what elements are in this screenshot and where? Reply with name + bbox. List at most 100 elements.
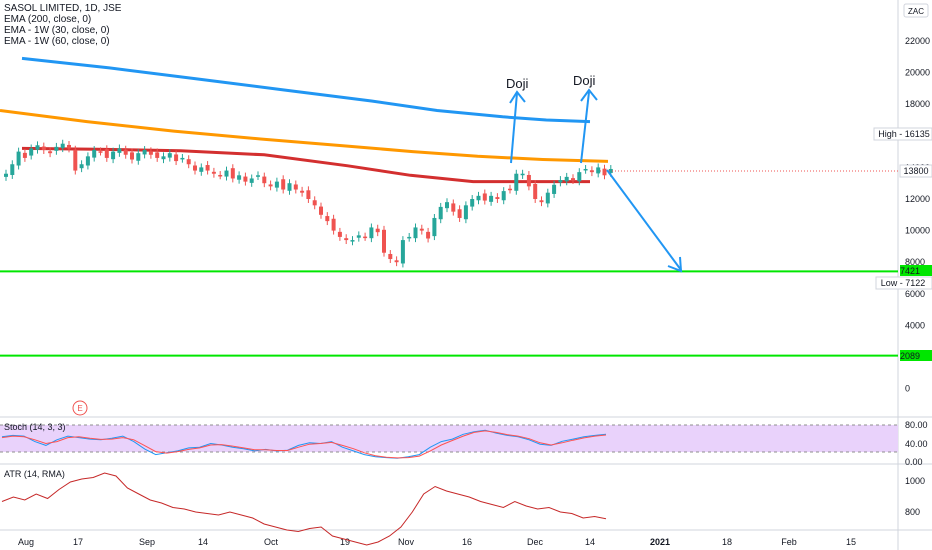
candle-body[interactable] [388,253,393,260]
candle-body[interactable] [117,148,122,153]
candle-body[interactable] [218,174,223,177]
candle-body[interactable] [22,152,27,158]
atr-polyline[interactable] [1,472,607,546]
doji-arrow-1[interactable] [509,90,526,164]
ema-1w-60-line[interactable] [21,56,591,124]
candle-body[interactable] [533,183,538,199]
candle-body[interactable] [495,197,500,199]
candle-body[interactable] [85,156,90,166]
candle-body[interactable] [596,167,601,174]
candle-body[interactable] [224,170,229,177]
candle-body[interactable] [230,168,235,179]
candle-body[interactable] [319,206,323,215]
candle-body[interactable] [155,152,160,158]
candle-body[interactable] [382,229,386,253]
candle-body[interactable] [400,240,405,264]
legend-ema-1w-60[interactable]: EMA - 1W (60, close, 0) [4,36,110,47]
candle-body[interactable] [111,151,116,160]
candle-body[interactable] [545,192,550,204]
candle-body[interactable] [249,178,254,183]
candle-body[interactable] [92,150,97,158]
candle-body[interactable] [136,153,141,161]
candle-body[interactable] [186,159,191,165]
candle-body[interactable] [29,148,34,156]
candle-body[interactable] [539,200,544,203]
candle-body[interactable] [262,176,267,184]
candle-body[interactable] [10,164,15,175]
candle-body[interactable] [432,217,437,237]
candle-body[interactable] [104,149,109,158]
candle-body[interactable] [199,167,204,172]
candle-body[interactable] [438,206,443,220]
candle-body[interactable] [306,190,311,199]
candle-body[interactable] [67,144,71,149]
candle-body[interactable] [300,190,305,193]
atr-line[interactable] [1,472,607,546]
ema-200-line[interactable] [0,109,609,163]
candle-body[interactable] [243,176,248,182]
candle-body[interactable] [350,240,355,242]
legend-ema-1w-30[interactable]: EMA - 1W (30, close, 0) [4,25,110,36]
candle-body[interactable] [142,150,147,155]
candle-body[interactable] [237,175,242,180]
candle-body[interactable] [193,165,197,171]
candle-body[interactable] [167,153,172,158]
candle-body[interactable] [375,228,380,233]
candle-body[interactable] [583,168,588,171]
candle-body[interactable] [344,238,349,241]
candle-body[interactable] [130,152,134,160]
candle-body[interactable] [445,202,449,209]
candle-body[interactable] [211,171,216,174]
candle-body[interactable] [558,180,563,183]
candle-body[interactable] [589,170,594,173]
candle-body[interactable] [419,228,424,231]
candle-body[interactable] [457,209,462,218]
candle-body[interactable] [482,193,487,201]
projection-arrow[interactable] [606,169,683,273]
candle-body[interactable] [608,168,613,173]
candle-body[interactable] [123,149,128,155]
candle-body[interactable] [54,146,59,151]
candle-body[interactable] [41,146,46,151]
candle-body[interactable] [79,164,84,169]
candle-body[interactable] [287,183,292,191]
candle-body[interactable] [564,176,569,182]
candle-body[interactable] [514,173,519,191]
candle-body[interactable] [205,165,210,171]
candle-body[interactable] [148,151,153,155]
candle-body[interactable] [501,191,506,201]
candle-body[interactable] [577,172,582,182]
candle-body[interactable] [508,188,512,191]
doji-arrow-2[interactable] [580,88,598,164]
candle-body[interactable] [369,227,374,239]
legend-ema-200[interactable]: EMA (200, close, 0) [4,14,92,25]
candles[interactable] [4,139,613,268]
candle-body[interactable] [363,236,368,239]
candle-body[interactable] [281,179,286,190]
candle-body[interactable] [407,236,412,239]
candle-body[interactable] [413,227,418,239]
candle-body[interactable] [489,195,494,202]
earnings-marker[interactable] [72,400,88,416]
candle-body[interactable] [98,151,103,153]
candle-body[interactable] [394,260,399,263]
candle-body[interactable] [174,154,179,162]
support-levels[interactable] [0,270,898,357]
candle-body[interactable] [526,174,531,187]
candle-body[interactable] [268,184,273,187]
candle-body[interactable] [571,178,575,181]
candle-body[interactable] [325,216,330,222]
candle-body[interactable] [426,231,431,239]
candle-body[interactable] [331,218,336,231]
stoch-lines[interactable] [1,429,607,459]
candle-body[interactable] [48,151,53,154]
candle-body[interactable] [476,195,481,201]
candle-body[interactable] [35,145,40,150]
candle-body[interactable] [602,168,607,176]
candle-body[interactable] [356,235,361,238]
candle-body[interactable] [293,184,298,190]
candle-body[interactable] [520,173,525,176]
candle-body[interactable] [180,157,185,160]
candle-body[interactable] [161,156,166,160]
